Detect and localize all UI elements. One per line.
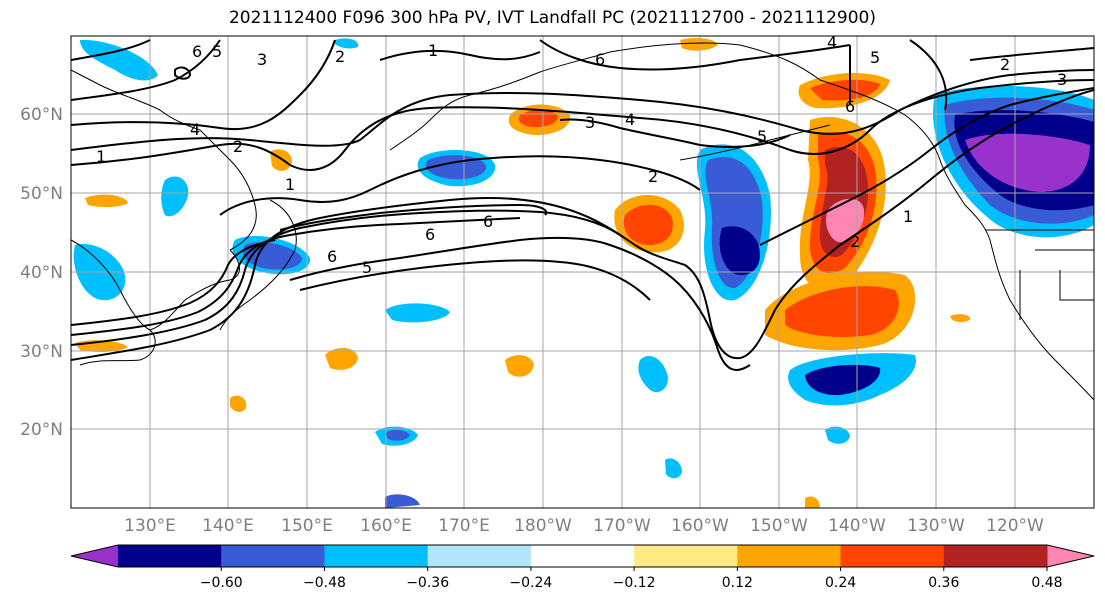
coastlines xyxy=(71,42,1094,401)
contour-label: 6 xyxy=(192,42,202,61)
colorbar-extend-low xyxy=(71,545,118,567)
contour-label: 4 xyxy=(827,33,837,52)
contour-label: 2 xyxy=(648,167,658,186)
colorbar-segment xyxy=(324,545,429,567)
lon-label: 180°W xyxy=(514,516,572,536)
contour-label: 6 xyxy=(425,225,435,244)
contour-label: 5 xyxy=(870,48,880,67)
contour-label: 2 xyxy=(850,232,860,251)
lon-label: 120°W xyxy=(986,516,1044,536)
contour-labels: 6 5 3 2 1 4 3 2 6 5 4 5 6 4 2 1 6 6 5 6 … xyxy=(96,33,1067,277)
colorbar-tick-label: 0.24 xyxy=(825,575,856,591)
contour-label: 4 xyxy=(190,120,200,139)
contour-label: 6 xyxy=(845,97,855,116)
colorbar-segment xyxy=(840,545,945,567)
colorbar-segment xyxy=(530,545,635,567)
lon-label: 150°E xyxy=(281,516,333,536)
contour-label: 2 xyxy=(233,137,243,156)
lon-label: 170°W xyxy=(593,516,651,536)
contour-label: 3 xyxy=(257,50,267,69)
colorbar-outline xyxy=(70,544,1095,568)
contour-label: 1 xyxy=(428,41,438,60)
colorbar-tick-label: 0.36 xyxy=(928,575,959,591)
lon-label: 160°W xyxy=(671,516,729,536)
contour-label: 1 xyxy=(903,207,913,226)
lon-label: 130°E xyxy=(124,516,176,536)
contour-label: 2 xyxy=(335,47,345,66)
colorbar-tick-label: −0.48 xyxy=(303,575,346,591)
map-frame xyxy=(70,35,1095,509)
lat-label: 20°N xyxy=(20,420,63,440)
contour-label: 6 xyxy=(483,212,493,231)
contour-label: 1 xyxy=(285,175,295,194)
lon-label: 170°E xyxy=(438,516,490,536)
ivt-shading xyxy=(73,37,1094,508)
contour-label: 5 xyxy=(212,42,222,61)
pv-contours xyxy=(71,39,1094,371)
contour-label: 4 xyxy=(625,110,635,129)
contour-label: 5 xyxy=(362,258,372,277)
contour-label: 3 xyxy=(585,113,595,132)
lon-label: 140°E xyxy=(202,516,254,536)
lat-label: 30°N xyxy=(20,342,63,362)
map-title: 2021112400 F096 300 hPa PV, IVT Landfall… xyxy=(228,8,876,28)
longitude-labels: 130°E 140°E 150°E 160°E 170°E 180°W 170°… xyxy=(124,516,1044,536)
colorbar-tick-label: −0.12 xyxy=(613,575,656,591)
contour-label: 6 xyxy=(327,247,337,266)
colorbar-tick-label: 0.12 xyxy=(722,575,753,591)
colorbar: −0.60 −0.48 −0.36 −0.24 −0.12 0.12 0.24 0.36 0.4… xyxy=(70,544,1095,591)
contour-label: 2 xyxy=(1000,55,1010,74)
contour-label: 6 xyxy=(595,50,605,69)
contour-label: 5 xyxy=(757,127,767,146)
colorbar-segment xyxy=(737,545,842,567)
lat-label: 40°N xyxy=(20,263,63,283)
lon-label: 130°W xyxy=(907,516,965,536)
colorbar-segment xyxy=(118,545,222,567)
colorbar-segment xyxy=(427,545,532,567)
colorbar-segment xyxy=(221,545,325,567)
colorbar-tick-label: −0.24 xyxy=(509,575,552,591)
colorbar-extend-high xyxy=(1047,545,1094,567)
latitude-labels: 60°N 50°N 40°N 30°N 20°N xyxy=(20,105,63,440)
contour-label: 3 xyxy=(1057,70,1067,89)
colorbar-segment xyxy=(634,545,738,567)
colorbar-tick-label: −0.36 xyxy=(406,575,449,591)
lon-label: 140°W xyxy=(828,516,886,536)
lat-label: 50°N xyxy=(20,184,63,204)
colorbar-tick-label: 0.48 xyxy=(1031,575,1062,591)
colorbar-tick-label: −0.60 xyxy=(200,575,243,591)
lon-label: 150°W xyxy=(750,516,808,536)
lat-label: 60°N xyxy=(20,105,63,125)
lon-label: 160°E xyxy=(360,516,412,536)
contour-label: 1 xyxy=(96,147,106,166)
colorbar-segment xyxy=(943,545,1048,567)
